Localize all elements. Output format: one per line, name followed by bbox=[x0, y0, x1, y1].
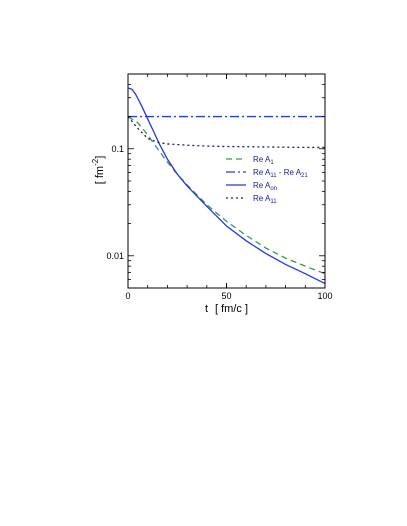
y-tick-label: 0.01 bbox=[106, 251, 124, 261]
x-tick-label: 50 bbox=[221, 291, 231, 301]
y-axis-label: [ fm-2] bbox=[91, 156, 106, 185]
legend-label-2: Re A11 - Re A21 bbox=[253, 168, 308, 179]
x-tick-label: 100 bbox=[317, 291, 332, 301]
y-tick-label: 0.1 bbox=[111, 144, 124, 154]
plot-frame bbox=[127, 73, 326, 289]
x-axis-unit: [ fm/c ] bbox=[215, 303, 248, 315]
series-line-1 bbox=[128, 116, 325, 275]
legend-label-3: Re Aon bbox=[253, 181, 277, 192]
x-axis-label: t bbox=[205, 303, 208, 315]
series-line-4 bbox=[128, 116, 325, 149]
legend-label-1: Re A1 bbox=[253, 155, 274, 166]
x-tick-label: 0 bbox=[125, 291, 130, 301]
legend-label-4: Re A11 bbox=[253, 194, 277, 205]
series-line-3 bbox=[128, 87, 325, 285]
